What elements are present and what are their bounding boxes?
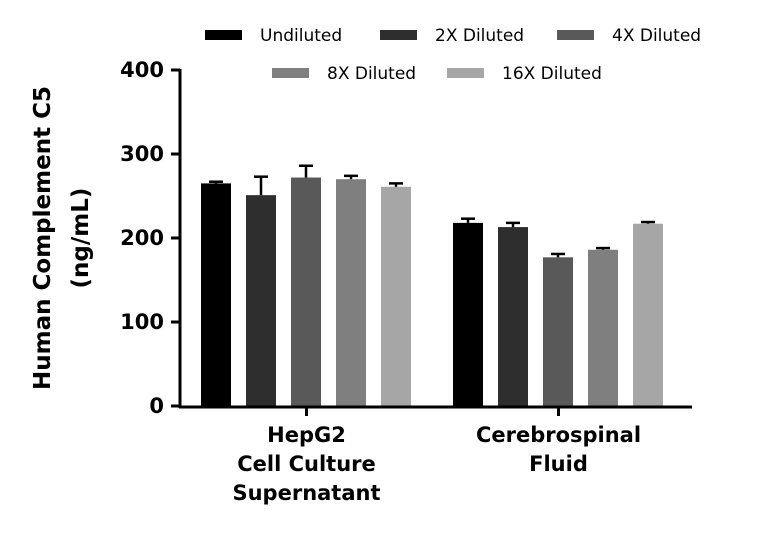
- y-tick-label: 0: [149, 394, 164, 418]
- legend-label: 4X Diluted: [612, 26, 701, 46]
- legend-label: 8X Diluted: [327, 64, 416, 84]
- bar: [498, 227, 528, 406]
- y-tick-label: 200: [120, 226, 164, 250]
- legend-swatch: [205, 30, 242, 40]
- y-axis-label-line: Human Complement C5: [30, 86, 56, 390]
- legend-label: 16X Diluted: [502, 64, 602, 84]
- bar: [336, 179, 366, 406]
- legend-swatch: [380, 30, 417, 40]
- x-tick-label: Cerebrospinal: [476, 423, 641, 447]
- legend-label: Undiluted: [260, 26, 342, 46]
- legend-swatch: [447, 68, 484, 78]
- y-tick-label: 300: [120, 142, 164, 166]
- bar: [381, 186, 411, 406]
- y-tick-label: 400: [120, 58, 164, 82]
- y-axis-label-line: (ng/mL): [68, 188, 94, 289]
- bar: [633, 223, 663, 406]
- x-tick-label: Supernatant: [232, 481, 380, 505]
- bar: [453, 222, 483, 406]
- legend-swatch: [557, 30, 594, 40]
- bar: [291, 177, 321, 406]
- y-tick-label: 100: [120, 310, 164, 334]
- x-tick-label: Fluid: [529, 452, 588, 476]
- legend-swatch: [272, 68, 309, 78]
- bar: [246, 195, 276, 406]
- bar: [588, 249, 618, 406]
- bar: [543, 257, 573, 406]
- y-axis: 0 100 200 300 400: [120, 58, 182, 418]
- x-tick-label: HepG2: [267, 423, 346, 447]
- legend-label: 2X Diluted: [435, 26, 524, 46]
- bar: [201, 183, 231, 406]
- x-axis: HepG2 Cell Culture Supernatant Cerebrospina…: [179, 405, 692, 505]
- x-tick-label: Cell Culture: [237, 452, 376, 476]
- y-axis-label: Human Complement C5 (ng/mL): [30, 86, 94, 390]
- legend: Undiluted 2X Diluted 4X Diluted 8X Diluted 1…: [205, 26, 701, 84]
- bars: [201, 164, 663, 406]
